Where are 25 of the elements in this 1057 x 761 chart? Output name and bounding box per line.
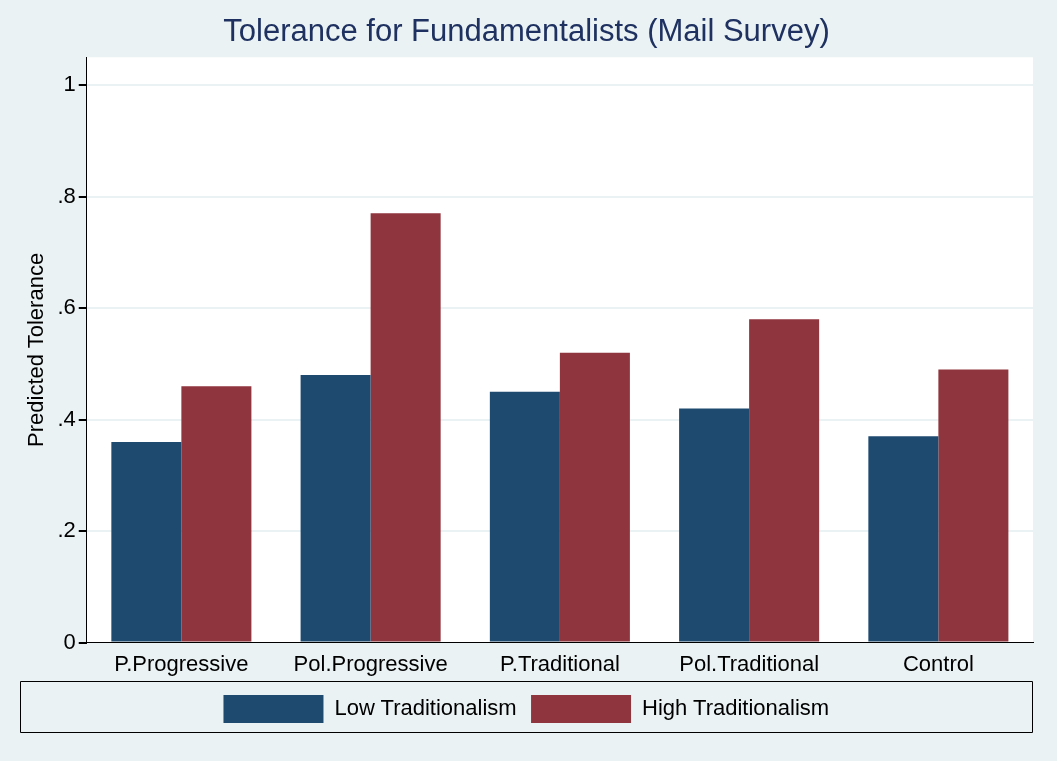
- y-tick-label: .2: [57, 517, 76, 543]
- y-tick-label: 1: [63, 71, 76, 97]
- bar: [559, 352, 630, 642]
- x-tick-label: P.Progressive: [114, 650, 249, 676]
- x-tick-label: Pol.Progressive: [293, 650, 448, 676]
- legend-label: High Traditionalism: [642, 695, 830, 721]
- bar: [868, 436, 939, 642]
- y-tick-label: 0: [63, 628, 76, 654]
- y-axis-title: Predicted Tolerance: [23, 252, 49, 447]
- bar: [181, 386, 252, 642]
- bar: [489, 391, 560, 642]
- bar: [111, 441, 182, 642]
- bar: [749, 319, 820, 642]
- x-tick-label: Pol.Traditional: [679, 650, 820, 676]
- legend-label: Low Traditionalism: [334, 695, 517, 721]
- y-tick-label: .8: [57, 182, 76, 208]
- x-tick-label: P.Traditional: [499, 650, 620, 676]
- y-tick-label: .4: [57, 405, 76, 431]
- bar: [938, 369, 1009, 642]
- bar: [300, 374, 371, 642]
- chart-title: Tolerance for Fundamentalists (Mail Survey): [223, 13, 830, 49]
- bar: [370, 213, 441, 642]
- y-tick-label: .6: [57, 294, 76, 320]
- bar: [679, 408, 750, 642]
- x-tick-label: Control: [902, 650, 974, 676]
